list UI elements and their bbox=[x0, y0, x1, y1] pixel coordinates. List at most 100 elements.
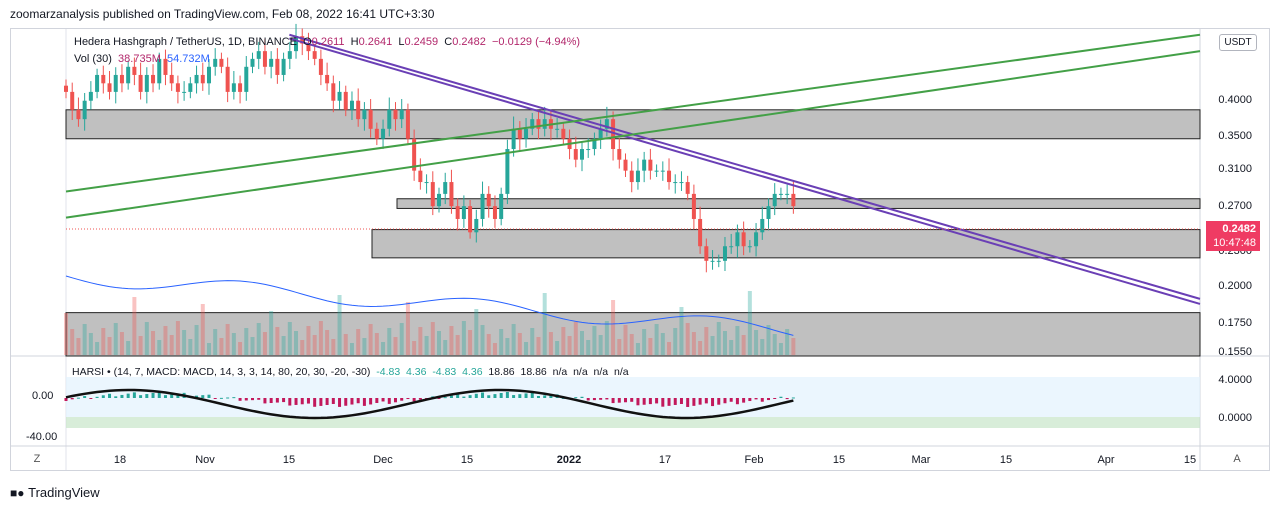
harsi-bar bbox=[549, 394, 553, 398]
candle-body bbox=[604, 119, 609, 129]
harsi-bar bbox=[387, 398, 391, 404]
volume-bar bbox=[76, 338, 81, 355]
candle-body bbox=[132, 66, 137, 75]
candle-body bbox=[443, 182, 448, 194]
candle-body bbox=[325, 74, 330, 84]
harsi-bar bbox=[586, 398, 590, 401]
volume-bar bbox=[499, 329, 504, 355]
volume-bar bbox=[735, 326, 740, 355]
candle-body bbox=[82, 100, 87, 120]
candle-body bbox=[107, 83, 112, 92]
candle-body bbox=[119, 74, 124, 84]
volume-bar bbox=[82, 324, 87, 355]
candle-body bbox=[294, 36, 299, 52]
harsi-bar bbox=[723, 398, 727, 404]
volume-bar bbox=[579, 331, 584, 355]
bar-countdown: 10:47:48 bbox=[1213, 237, 1256, 249]
candle-body bbox=[349, 100, 354, 110]
volume-bar bbox=[635, 343, 640, 355]
harsi-bar bbox=[766, 398, 770, 401]
candle-body bbox=[206, 66, 211, 84]
volume-bar bbox=[486, 334, 491, 355]
candle-body bbox=[468, 206, 473, 233]
harsi-bar bbox=[773, 398, 777, 399]
harsi-bar bbox=[443, 397, 447, 399]
time-tick: 15 bbox=[1183, 454, 1197, 466]
symbol-label: Hedera Hashgraph / TetherUS, 1D, BINANCE bbox=[74, 36, 297, 48]
indicator-left-tick: 0.00 bbox=[32, 390, 54, 402]
volume-bar bbox=[592, 326, 597, 355]
harsi-bar bbox=[139, 395, 143, 398]
time-tick: Dec bbox=[373, 454, 393, 466]
harsi-bar bbox=[151, 393, 155, 398]
zoom-toggle-button[interactable]: Z bbox=[33, 453, 41, 465]
candle-body bbox=[138, 74, 143, 92]
harsi-bar bbox=[306, 398, 310, 404]
harsi-bar bbox=[226, 397, 230, 399]
harsi-bar bbox=[530, 392, 534, 398]
candle-body bbox=[704, 246, 709, 261]
candle-body bbox=[735, 232, 740, 247]
harsi-bar bbox=[679, 398, 683, 404]
harsi-bar bbox=[487, 395, 491, 398]
candle-body bbox=[517, 128, 522, 139]
volume-bar bbox=[791, 338, 796, 355]
harsi-bar bbox=[282, 398, 286, 403]
harsi-bar bbox=[319, 398, 323, 406]
candle-body bbox=[710, 260, 715, 262]
candle-body bbox=[791, 193, 796, 207]
volume-bar bbox=[337, 295, 342, 355]
currency-button[interactable]: USDT bbox=[1219, 34, 1257, 51]
volume-legend: Vol (30) 38.735M 54.732M bbox=[74, 53, 210, 65]
candle-body bbox=[579, 149, 584, 160]
publish-line: zoomarzanalysis published on TradingView… bbox=[10, 7, 435, 21]
volume-bar bbox=[617, 339, 622, 355]
price-tick: 0.1750 bbox=[1218, 317, 1252, 329]
vol-ma-value: 54.732M bbox=[166, 53, 210, 65]
volume-bar bbox=[772, 334, 777, 355]
candle-body bbox=[175, 83, 180, 92]
candle-body bbox=[356, 100, 361, 120]
candle-body bbox=[524, 128, 529, 139]
harsi-rsi-line bbox=[65, 388, 794, 420]
volume-bar bbox=[629, 334, 634, 355]
close-value: 0.2482 bbox=[452, 36, 486, 48]
candle-body bbox=[691, 193, 696, 219]
volume-bar bbox=[505, 338, 510, 355]
volume-bar bbox=[175, 321, 180, 355]
volume-bar bbox=[306, 326, 311, 355]
harsi-bar bbox=[748, 398, 752, 402]
volume-bar bbox=[517, 333, 522, 355]
candle-body bbox=[561, 128, 566, 139]
tradingview-logo[interactable]: ■● TradingView bbox=[10, 485, 100, 500]
candle-body bbox=[169, 74, 174, 84]
candle-body bbox=[766, 206, 771, 219]
harsi-bar bbox=[599, 398, 603, 400]
auto-scale-button[interactable]: A bbox=[1233, 453, 1241, 465]
harsi-bar bbox=[375, 398, 379, 403]
volume-bar bbox=[188, 339, 193, 355]
volume-bar bbox=[729, 340, 734, 355]
candle-body bbox=[679, 182, 684, 184]
volume-bar bbox=[275, 327, 280, 355]
candle-body bbox=[555, 128, 560, 130]
candle-body bbox=[368, 109, 373, 129]
harsi-bar bbox=[344, 398, 348, 406]
volume-bar bbox=[722, 331, 727, 355]
volume-bar bbox=[424, 336, 429, 355]
harsi-bar bbox=[157, 392, 161, 398]
harsi-bar bbox=[170, 394, 174, 398]
volume-bar bbox=[567, 336, 572, 355]
harsi-bar bbox=[729, 398, 733, 402]
candle-body bbox=[275, 58, 280, 75]
volume-bar bbox=[648, 338, 653, 355]
harsi-bar bbox=[300, 398, 304, 405]
candle-body bbox=[95, 74, 100, 92]
indicator-name: HARSI bbox=[72, 366, 105, 378]
time-tick: 18 bbox=[113, 454, 127, 466]
high-value: 0.2641 bbox=[358, 36, 393, 48]
harsi-bar bbox=[95, 396, 99, 398]
volume-bar bbox=[200, 304, 205, 355]
harsi-bar bbox=[630, 398, 634, 402]
